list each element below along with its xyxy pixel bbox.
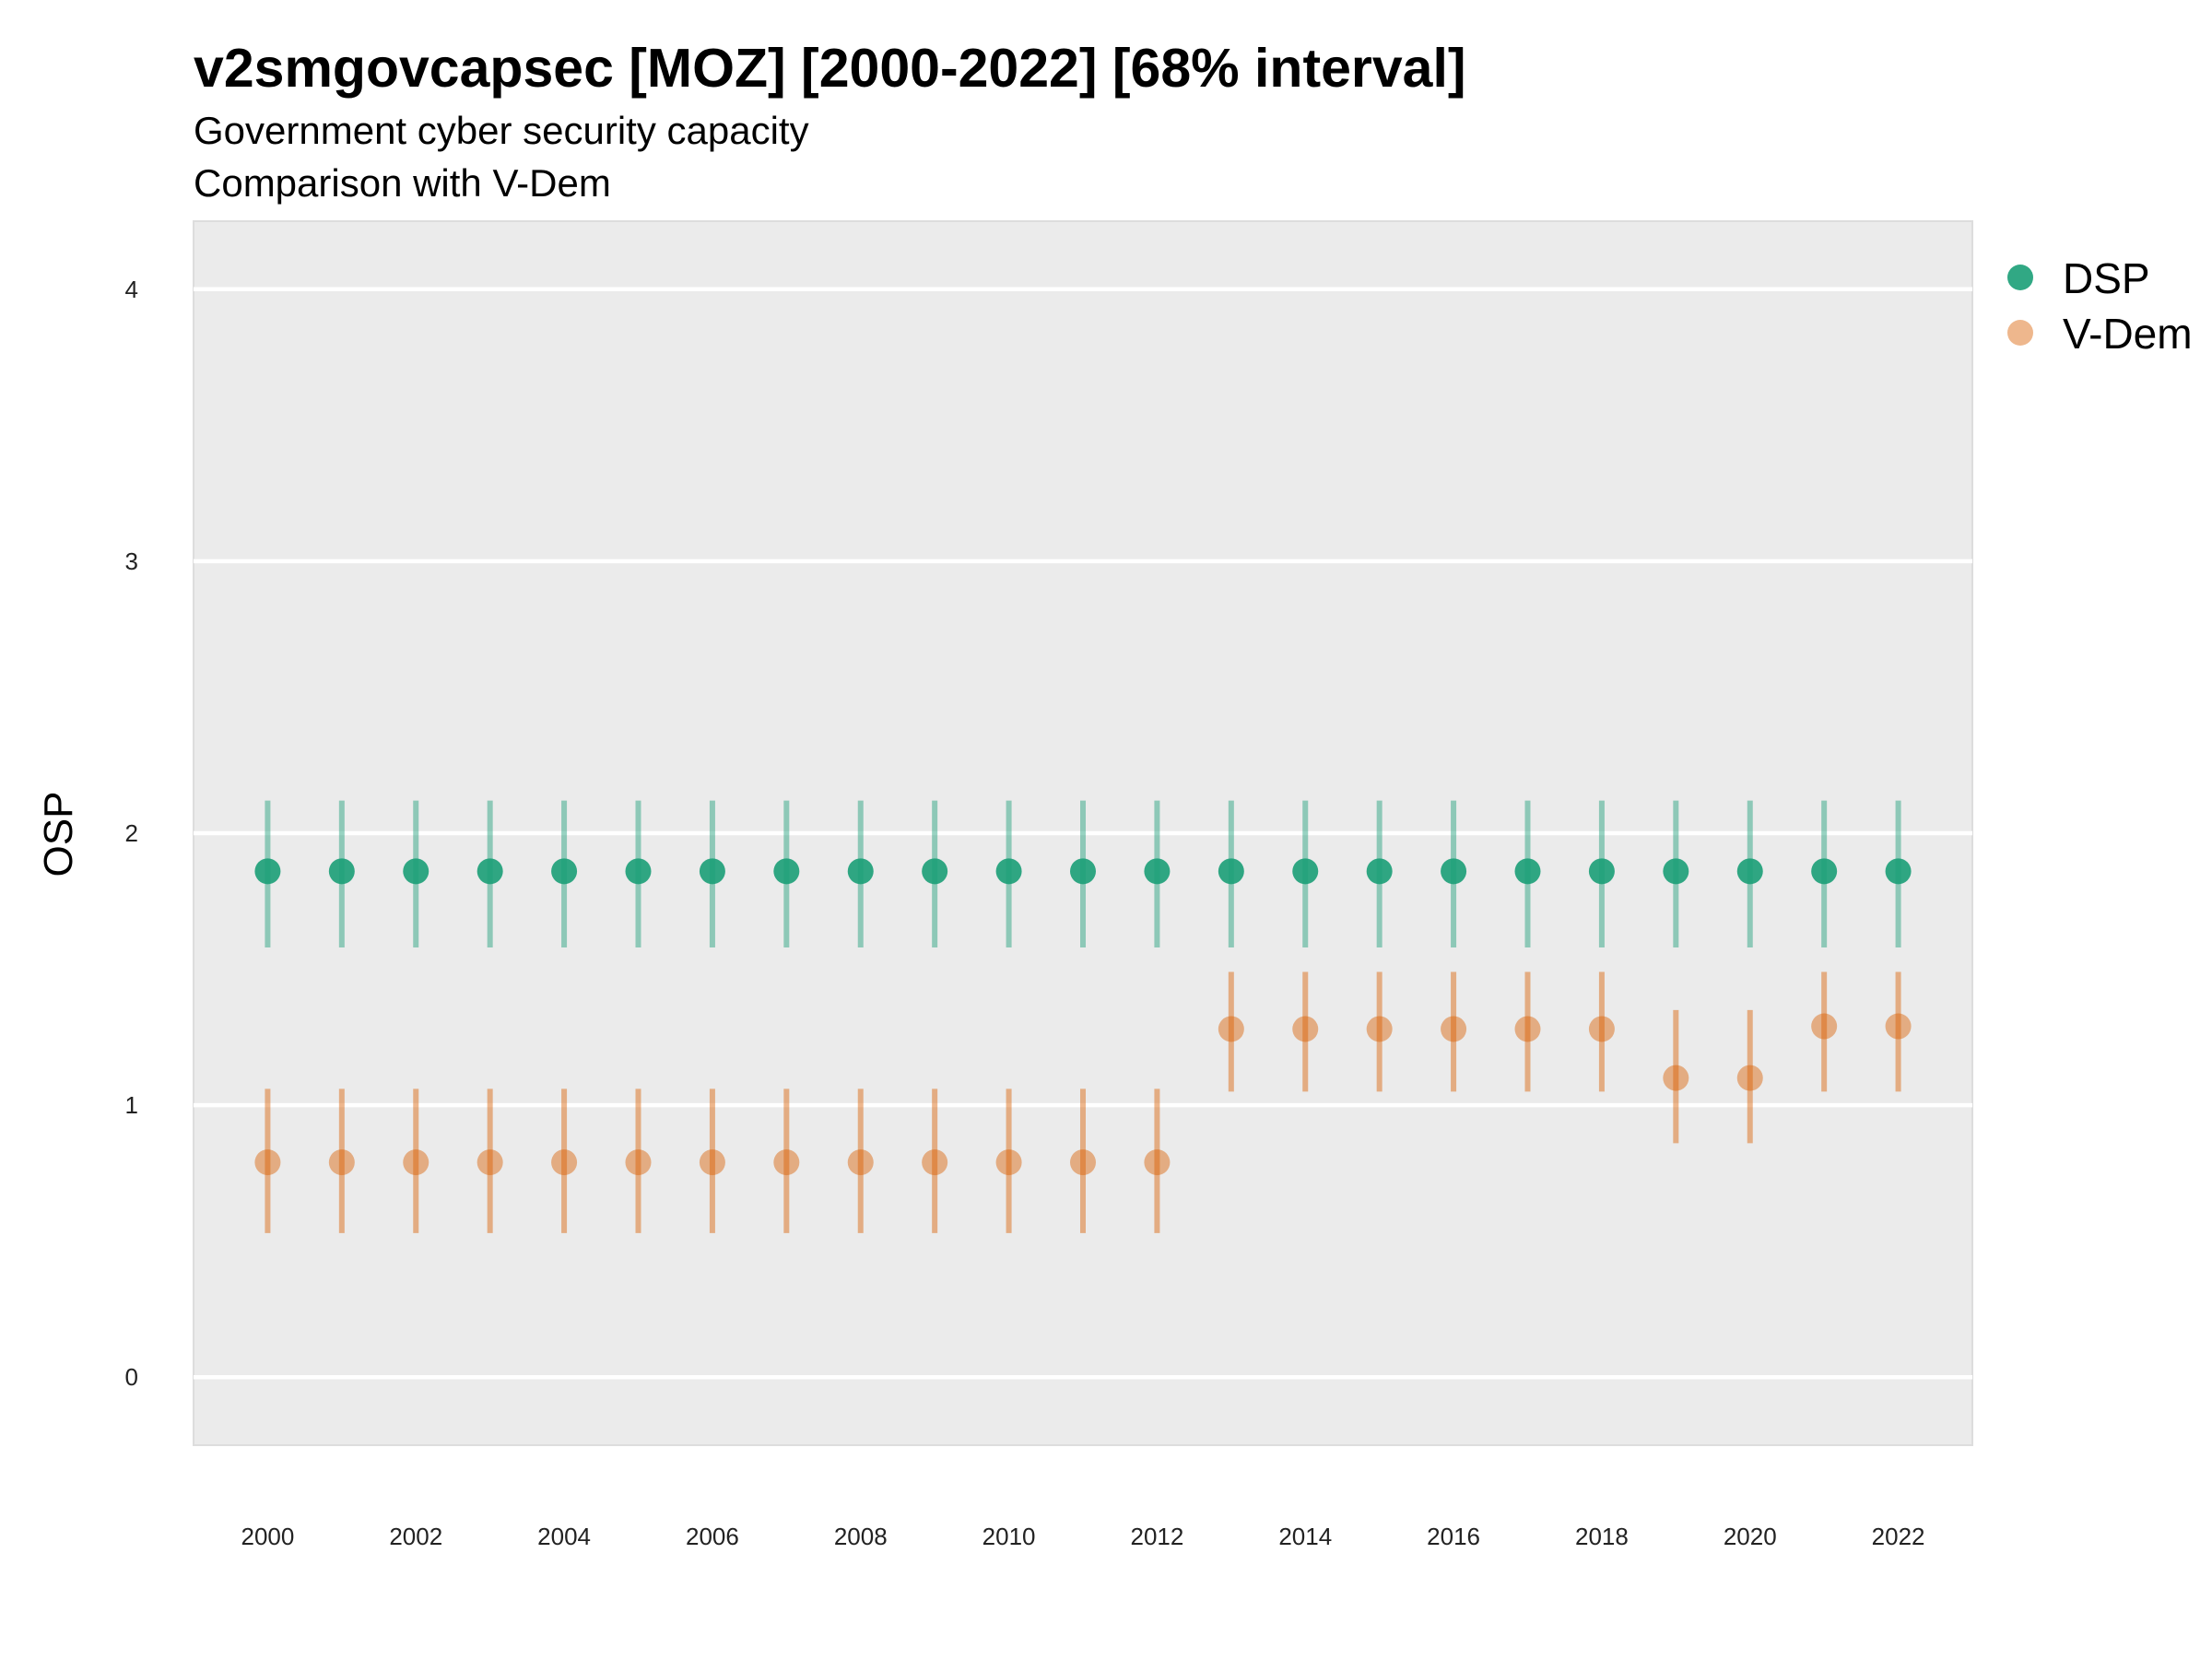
point-vdem xyxy=(773,1149,800,1176)
x-tick-label: 2004 xyxy=(537,1523,591,1550)
point-dsp xyxy=(1663,858,1689,885)
x-tick-labels: 2000 2002 2004 2006 2008 2010 2012 2014 2016 2018… xyxy=(241,1523,1924,1550)
point-dsp xyxy=(1292,858,1319,885)
y-tick-label: 1 xyxy=(125,1091,138,1119)
y-tick-label: 4 xyxy=(125,276,138,303)
point-dsp xyxy=(254,858,281,885)
legend-label-dsp: DSP xyxy=(2063,254,2150,302)
point-dsp xyxy=(1366,858,1393,885)
point-vdem xyxy=(551,1149,578,1176)
y-tick-label: 0 xyxy=(125,1363,138,1391)
x-tick-label: 2012 xyxy=(1130,1523,1183,1550)
point-dsp xyxy=(551,858,578,885)
point-vdem xyxy=(922,1149,948,1176)
x-tick-label: 2022 xyxy=(1872,1523,1925,1550)
point-vdem xyxy=(328,1149,355,1176)
legend-key-dsp xyxy=(2007,265,2033,290)
x-tick-label: 2002 xyxy=(389,1523,442,1550)
y-tick-labels: 0 1 2 3 4 xyxy=(125,276,138,1391)
point-dsp xyxy=(1144,858,1171,885)
x-tick-label: 2018 xyxy=(1575,1523,1629,1550)
point-vdem xyxy=(1366,1016,1393,1042)
point-dsp xyxy=(328,858,355,885)
series-dsp xyxy=(254,800,1912,947)
point-vdem xyxy=(1588,1016,1615,1042)
point-vdem xyxy=(1441,1016,1467,1042)
legend: DSP V-Dem xyxy=(2007,254,2193,358)
x-tick-label: 2006 xyxy=(686,1523,739,1550)
point-dsp xyxy=(1070,858,1096,885)
y-tick-label: 2 xyxy=(125,819,138,847)
x-tick-label: 2020 xyxy=(1724,1523,1777,1550)
point-vdem xyxy=(625,1149,652,1176)
legend-label-vdem: V-Dem xyxy=(2063,310,2193,358)
point-dsp xyxy=(922,858,948,885)
point-dsp xyxy=(699,858,725,885)
point-vdem xyxy=(477,1149,503,1176)
point-dsp xyxy=(847,858,874,885)
point-dsp xyxy=(1514,858,1541,885)
series-marks xyxy=(254,800,1912,1233)
point-dsp xyxy=(1218,858,1244,885)
point-dsp xyxy=(1885,858,1912,885)
chart-subtitle: Government cyber security capacity xyxy=(194,109,809,152)
x-tick-label: 2010 xyxy=(982,1523,1036,1550)
x-tick-label: 2014 xyxy=(1278,1523,1332,1550)
series-vdem xyxy=(254,971,1912,1233)
chart-title: v2smgovcapsec [MOZ] [2000-2022] [68% int… xyxy=(194,38,1466,99)
point-vdem xyxy=(1218,1016,1244,1042)
legend-key-vdem xyxy=(2007,320,2033,346)
point-dsp xyxy=(773,858,800,885)
point-dsp xyxy=(403,858,429,885)
point-dsp xyxy=(1441,858,1467,885)
y-axis-title: OSP xyxy=(36,792,81,877)
y-tick-label: 3 xyxy=(125,547,138,575)
point-vdem xyxy=(1736,1065,1763,1091)
point-dsp xyxy=(625,858,652,885)
x-tick-label: 2016 xyxy=(1427,1523,1480,1550)
point-vdem xyxy=(995,1149,1022,1176)
point-vdem xyxy=(1070,1149,1096,1176)
point-vdem xyxy=(699,1149,725,1176)
point-vdem xyxy=(1885,1013,1912,1040)
point-dsp xyxy=(1811,858,1838,885)
point-vdem xyxy=(254,1149,281,1176)
point-vdem xyxy=(1663,1065,1689,1091)
point-vdem xyxy=(1292,1016,1319,1042)
point-vdem xyxy=(1514,1016,1541,1042)
point-vdem xyxy=(403,1149,429,1176)
point-dsp xyxy=(995,858,1022,885)
gridlines xyxy=(194,287,1972,1380)
point-vdem xyxy=(847,1149,874,1176)
chart-subtitle-2: Comparison with V-Dem xyxy=(194,161,611,205)
point-dsp xyxy=(477,858,503,885)
point-dsp xyxy=(1736,858,1763,885)
x-tick-label: 2008 xyxy=(834,1523,888,1550)
point-vdem xyxy=(1811,1013,1838,1040)
point-vdem xyxy=(1144,1149,1171,1176)
x-tick-label: 2000 xyxy=(241,1523,294,1550)
point-dsp xyxy=(1588,858,1615,885)
